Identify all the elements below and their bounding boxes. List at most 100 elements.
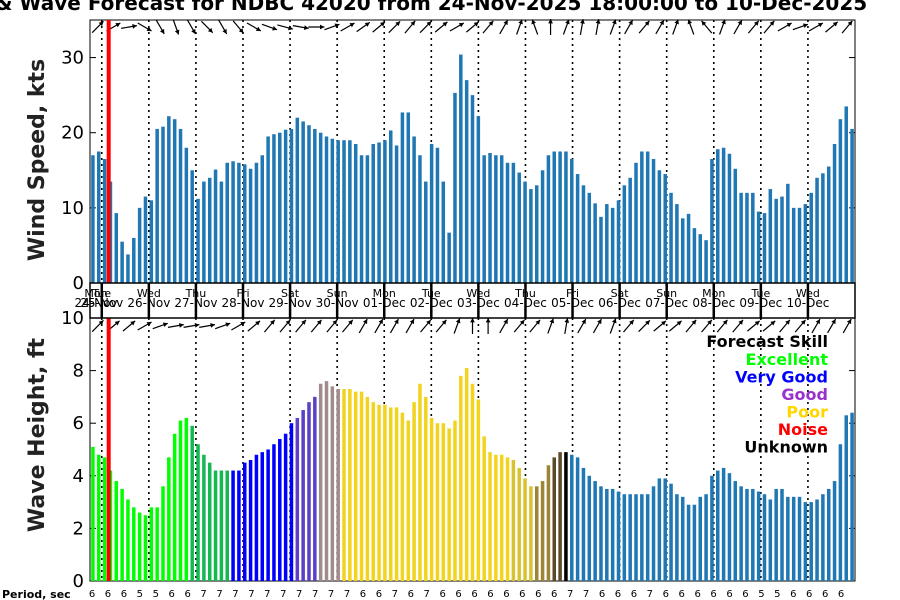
day-name-label: Tue <box>750 287 770 300</box>
wave-bar <box>178 420 183 581</box>
wave-bar <box>640 494 644 581</box>
wind-bar <box>132 237 136 283</box>
wave-ytick-label: 4 <box>73 466 84 487</box>
wave-bar <box>756 491 761 581</box>
wave-bar <box>675 494 679 581</box>
wind-arrow-head <box>395 21 401 27</box>
wave-arrow-head <box>210 323 215 328</box>
wind-bar <box>406 112 411 283</box>
wave-direction-arrow <box>547 318 555 334</box>
wave-bar <box>546 465 551 581</box>
wind-bar <box>844 106 848 284</box>
legend-entry: Noise <box>778 420 828 439</box>
wave-bar <box>721 467 726 581</box>
wind-bar <box>243 164 247 283</box>
day-name-label: Sun <box>327 287 348 300</box>
day-name-label: Mon <box>84 287 107 300</box>
wind-direction-arrow <box>155 19 165 35</box>
wave-direction-arrow <box>794 319 806 333</box>
wind-direction-arrow <box>449 22 465 32</box>
period-value: 7 <box>567 589 573 600</box>
wave-bar <box>213 470 218 581</box>
wind-bar <box>774 198 778 283</box>
wave-direction-arrow <box>577 318 587 334</box>
period-value: 7 <box>296 589 302 600</box>
wave-ytick-label: 8 <box>73 361 84 382</box>
period-value: 6 <box>742 589 748 600</box>
wave-direction-arrow <box>638 319 651 333</box>
wave-bar <box>172 433 177 581</box>
wave-bar <box>359 391 364 581</box>
wind-arrow-head <box>349 23 355 28</box>
period-value: 6 <box>105 589 111 600</box>
wave-bar <box>464 367 469 581</box>
wind-arrow-head <box>319 24 325 30</box>
wave-arrow-head <box>581 319 586 325</box>
wind-bar <box>675 204 679 283</box>
wave-arrow-head <box>225 322 231 328</box>
wind-bar <box>213 169 218 283</box>
wind-bar <box>254 162 259 283</box>
wind-arrow-head <box>548 19 553 24</box>
period-value: 6 <box>551 589 557 600</box>
wave-arrow-head <box>645 320 650 326</box>
wind-direction-arrow <box>186 19 196 35</box>
wave-arrow-head <box>162 322 168 328</box>
wind-bar <box>546 155 551 283</box>
wave-bar <box>190 425 194 581</box>
wind-direction-arrow <box>308 24 325 30</box>
wave-bar <box>394 407 399 581</box>
wind-bar <box>739 192 743 283</box>
wave-bar <box>418 383 422 581</box>
wind-bar <box>225 162 229 283</box>
wave-direction-arrow <box>842 318 852 334</box>
wind-direction-arrow <box>232 20 244 34</box>
period-value: 6 <box>89 589 95 600</box>
wind-bar <box>669 192 673 283</box>
wave-bar <box>102 457 107 581</box>
wave-bar <box>698 496 702 581</box>
wave-bar <box>429 417 434 581</box>
wave-direction-arrow <box>779 319 791 333</box>
wave-bar <box>132 507 136 581</box>
wind-ytick-label: 20 <box>61 123 84 144</box>
day-date-label: 07-Dec <box>645 296 688 310</box>
wave-bar <box>254 454 259 581</box>
wind-bar <box>605 204 609 283</box>
wave-bar <box>494 454 498 581</box>
wind-arrow-head <box>255 26 261 31</box>
wave-direction-arrow <box>374 318 384 334</box>
wave-direction-arrow <box>762 320 776 332</box>
wave-bar <box>155 507 159 581</box>
legend-entry: Very Good <box>735 368 828 387</box>
wind-arrow-head <box>611 19 617 25</box>
wind-bar <box>412 136 416 283</box>
wind-bar <box>126 254 130 283</box>
wind-bar <box>517 172 521 283</box>
wave-direction-arrow <box>564 318 570 334</box>
wave-bar <box>645 494 650 581</box>
wind-bar <box>686 213 691 283</box>
wind-arrow-head <box>737 20 742 26</box>
day-name-label: Mon <box>373 287 396 300</box>
wind-bar <box>815 177 819 283</box>
wind-ytick-label: 30 <box>61 48 84 69</box>
wind-bar <box>581 185 586 283</box>
wind-bar <box>313 128 317 283</box>
wind-bar <box>371 143 375 283</box>
wind-direction-arrow <box>277 24 294 31</box>
wave-arrow-head <box>629 319 634 325</box>
wave-bar <box>470 383 475 581</box>
wave-bar <box>634 494 638 581</box>
wind-direction-arrow <box>246 22 262 32</box>
wave-bar <box>511 460 516 581</box>
wave-direction-arrow <box>592 318 602 334</box>
wind-arrow-head <box>817 23 823 28</box>
wind-arrow-head <box>458 23 464 28</box>
wave-bar <box>400 412 405 581</box>
wind-bar <box>336 140 340 283</box>
wind-arrow-head <box>174 29 180 35</box>
wave-bar <box>114 481 119 581</box>
wave-bar <box>167 457 171 581</box>
wave-direction-arrow <box>137 321 152 331</box>
